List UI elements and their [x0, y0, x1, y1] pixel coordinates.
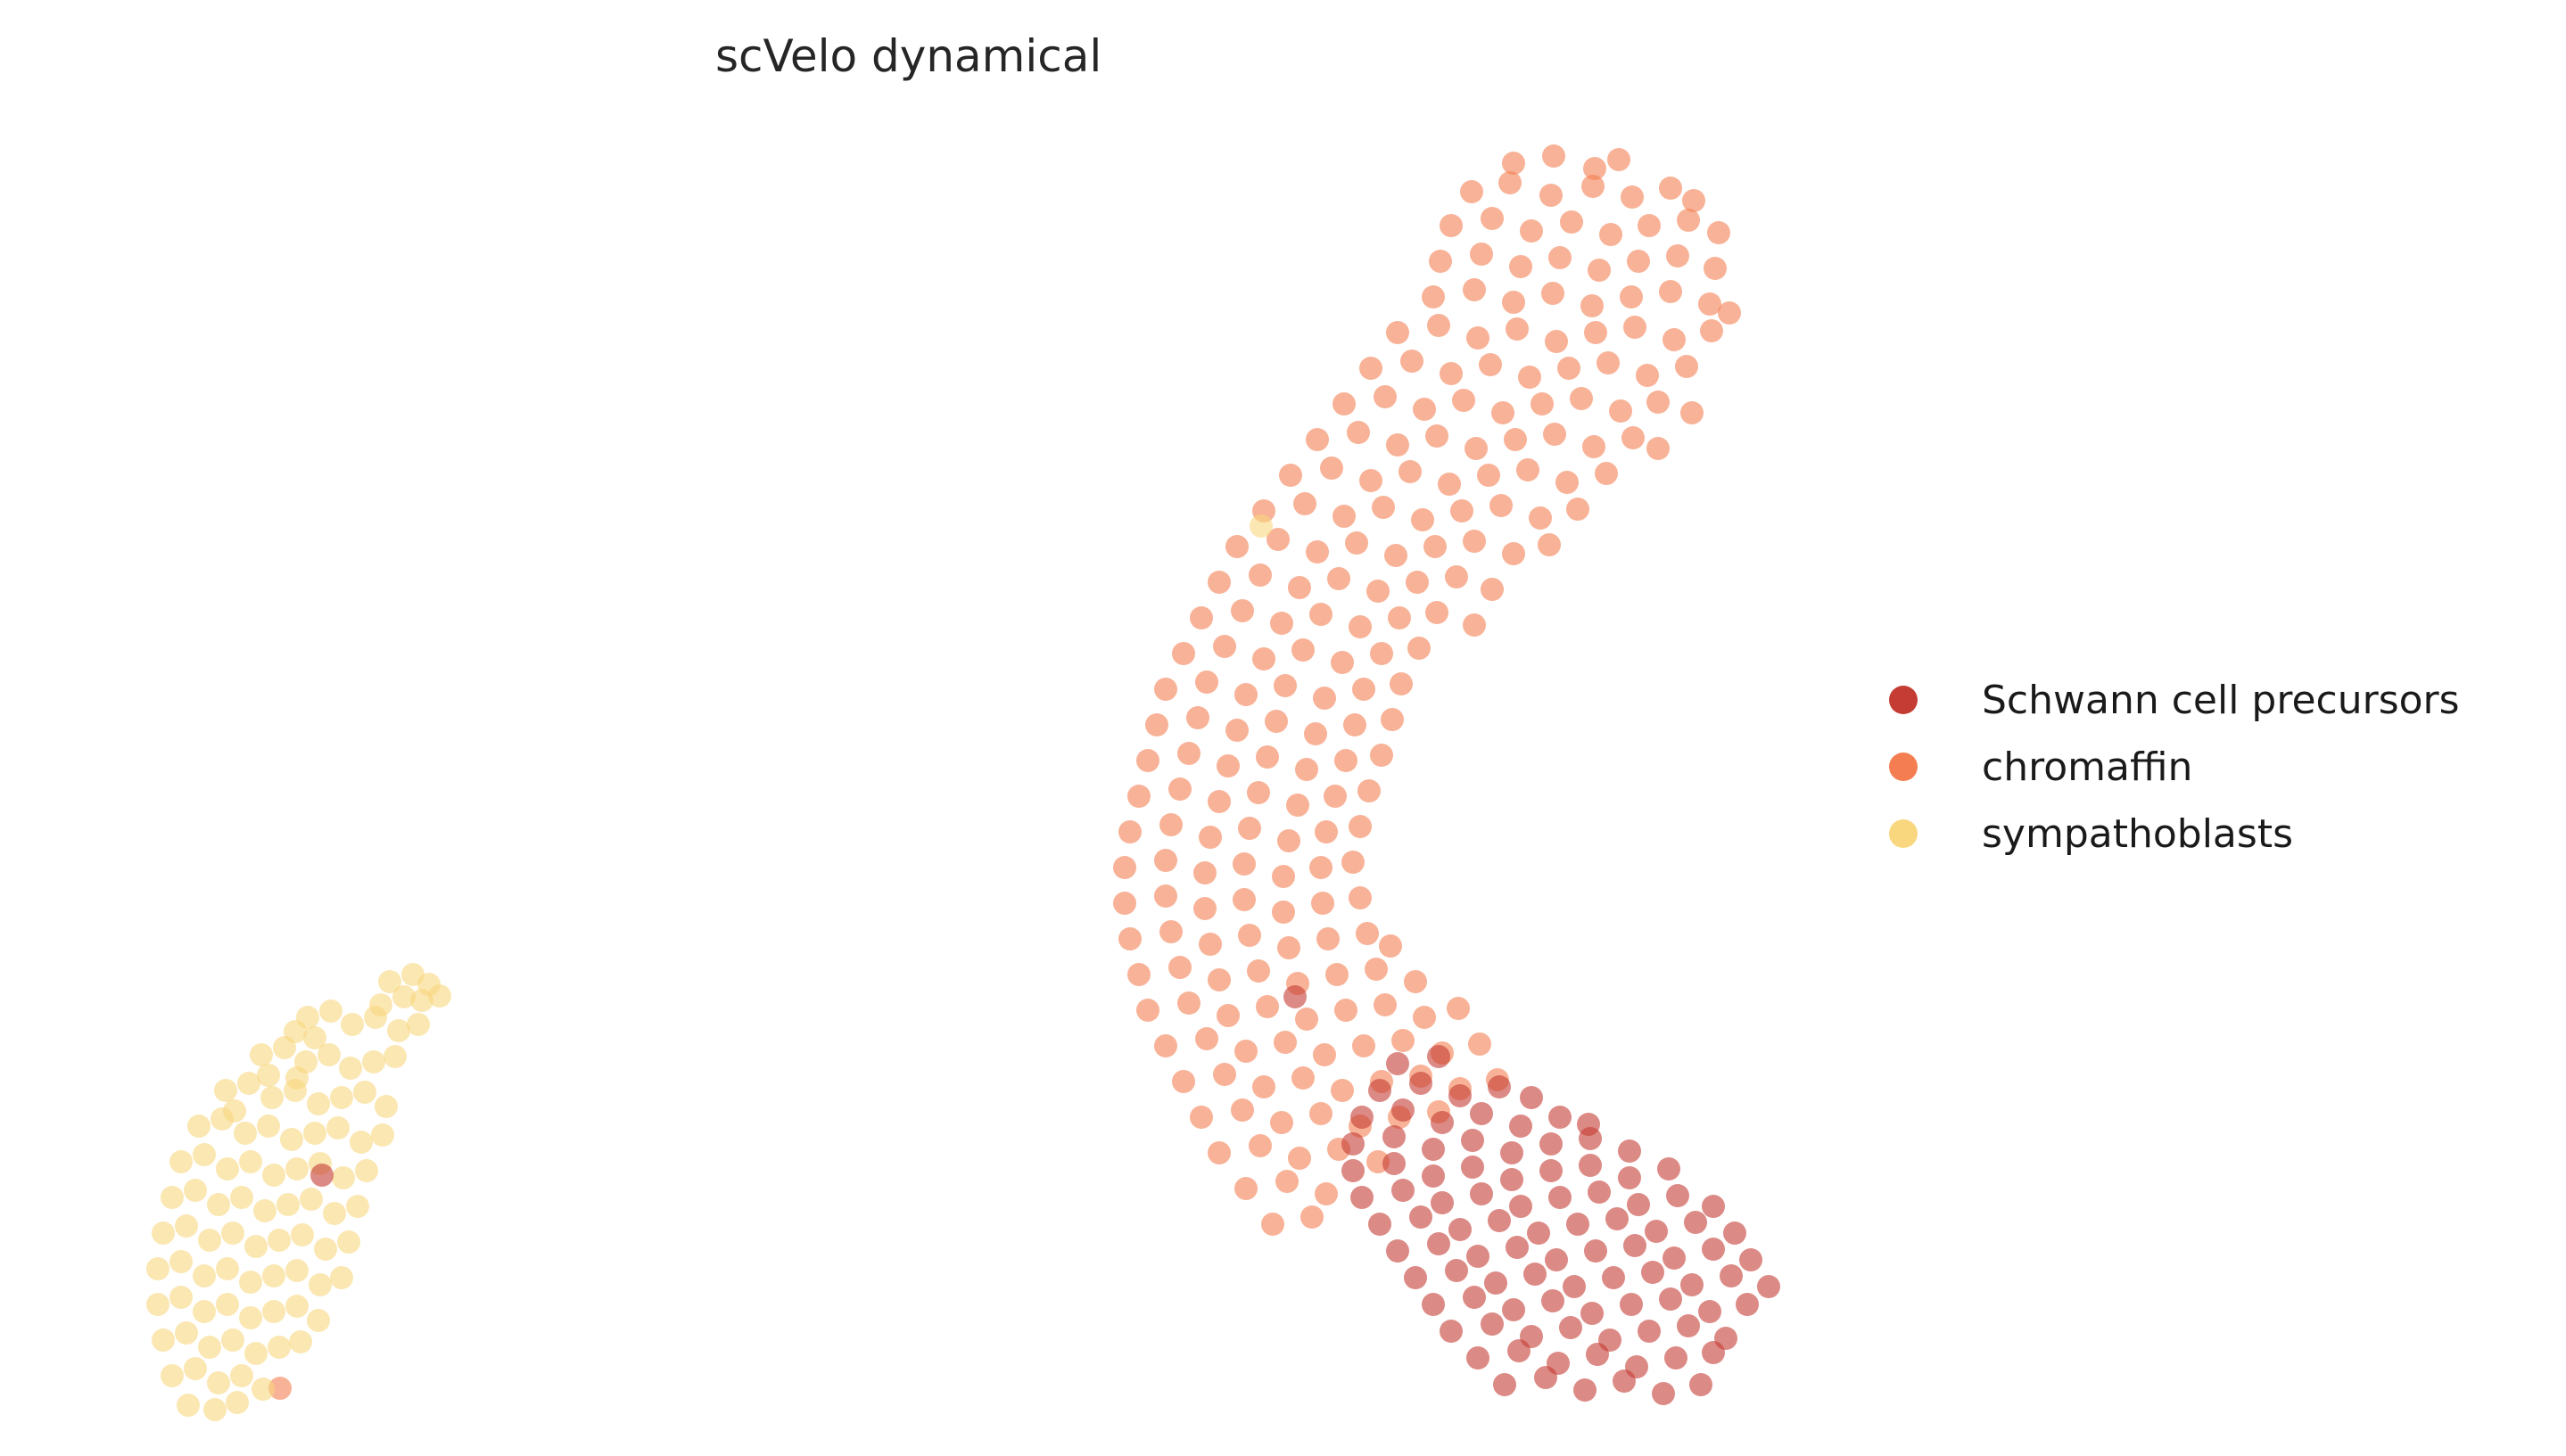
legend-label-schwann: Schwann cell precursors	[1982, 677, 2460, 723]
legend-item-schwann: Schwann cell precursors	[1889, 674, 2460, 726]
chart-title: scVelo dynamical	[715, 30, 1102, 82]
legend-label-chromaffin: chromaffin	[1982, 744, 2193, 790]
legend: Schwann cell precursors chromaffin sympa…	[1889, 674, 2460, 875]
legend-item-chromaffin: chromaffin	[1889, 741, 2460, 793]
legend-item-sympathoblasts: sympathoblasts	[1889, 808, 2460, 860]
legend-dot-sympathoblasts	[1889, 819, 1918, 848]
legend-label-sympathoblasts: sympathoblasts	[1982, 810, 2293, 857]
legend-dot-schwann	[1889, 686, 1918, 714]
legend-dot-chromaffin	[1889, 753, 1918, 781]
